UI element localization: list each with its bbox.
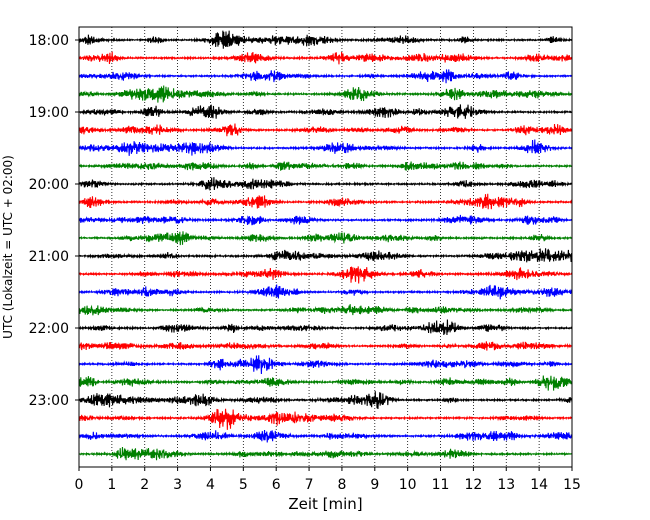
x-tick-label: 9 — [370, 477, 379, 493]
seismic-trace — [78, 266, 573, 284]
seismic-trace — [78, 214, 573, 226]
seismic-traces — [78, 30, 573, 461]
x-tick-label: 0 — [75, 477, 84, 493]
x-tick-label: 7 — [305, 477, 314, 493]
seismic-trace — [78, 408, 573, 430]
seismic-trace — [78, 51, 573, 65]
x-tick-label: 15 — [563, 477, 581, 493]
seismic-trace — [78, 341, 573, 351]
y-tick-label: 20:00 — [29, 177, 69, 193]
seismic-trace — [78, 85, 573, 103]
seismic-trace — [78, 177, 573, 191]
y-axis-ticks: 18:00 19:00 20:00 21:00 22:00 23:00 — [29, 33, 79, 409]
x-tick-label: 4 — [206, 477, 215, 493]
seismic-trace — [78, 375, 573, 391]
x-tick-label: 8 — [337, 477, 346, 493]
x-tick-label: 13 — [497, 477, 515, 493]
plot-frame — [78, 26, 573, 468]
seismic-trace — [78, 447, 573, 461]
y-tick-label: 19:00 — [29, 105, 69, 121]
y-tick-label: 23:00 — [29, 393, 69, 409]
seismic-trace — [78, 30, 573, 49]
seismic-trace — [78, 304, 573, 316]
y-tick-label: 18:00 — [29, 33, 69, 49]
x-tick-label: 10 — [399, 477, 417, 493]
seismic-trace — [78, 104, 573, 119]
seismic-trace — [78, 248, 573, 263]
x-tick-label: 11 — [432, 477, 450, 493]
x-tick-label: 3 — [173, 477, 182, 493]
x-tick-label: 14 — [530, 477, 548, 493]
x-tick-label: 6 — [272, 477, 281, 493]
x-tick-label: 1 — [107, 477, 116, 493]
y-tick-label: 21:00 — [29, 249, 69, 265]
seismic-trace — [78, 193, 573, 210]
seismic-trace — [78, 139, 573, 156]
plot-background — [79, 27, 572, 467]
seismic-trace — [78, 161, 573, 171]
seismic-trace — [78, 429, 573, 443]
seismic-trace — [78, 284, 573, 300]
x-axis-ticks: 0 1 2 3 4 5 6 7 8 9 10 11 12 13 14 15 — [75, 467, 581, 493]
seismic-trace — [78, 123, 573, 137]
seismic-trace — [78, 319, 573, 336]
seismic-trace — [78, 391, 573, 409]
y-axis-label: UTC (Lokalzeit = UTC + 02:00) — [1, 155, 15, 339]
seismic-trace — [78, 231, 573, 246]
seismic-trace — [78, 69, 573, 84]
x-tick-label: 5 — [239, 477, 248, 493]
x-axis-label: Zeit [min] — [288, 495, 362, 513]
x-tick-label: 12 — [464, 477, 482, 493]
y-tick-label: 22:00 — [29, 321, 69, 337]
seismic-trace — [78, 355, 573, 375]
x-tick-label: 2 — [140, 477, 149, 493]
